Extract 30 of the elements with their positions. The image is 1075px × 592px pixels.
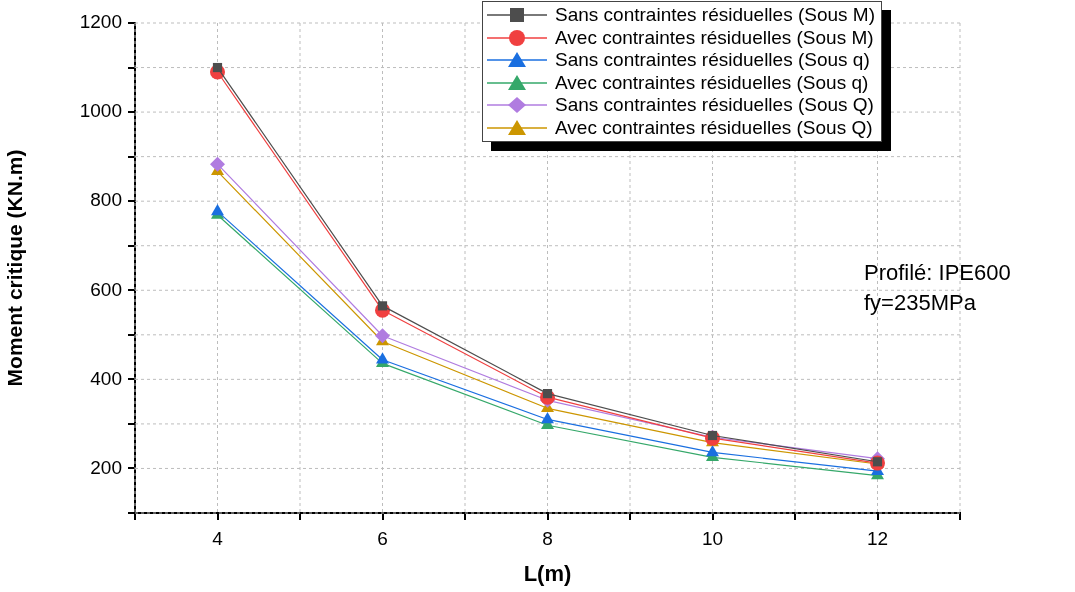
y-tick-label: 800 — [90, 189, 122, 211]
legend-label: Sans contraintes résiduelles (Sous q) — [555, 49, 870, 72]
x-tick-label: 6 — [377, 527, 388, 549]
x-tick-label: 4 — [212, 527, 224, 549]
x-tick-label: 10 — [701, 527, 724, 549]
point — [706, 444, 719, 457]
y-tick-label: 400 — [90, 367, 122, 389]
point — [211, 203, 224, 216]
y-tick-label: 600 — [90, 278, 122, 300]
y-axis-title: Moment critique (KN.m) — [3, 149, 27, 387]
point — [376, 352, 389, 364]
legend-label: Avec contraintes résiduelles (Sous q) — [555, 71, 869, 94]
x-axis-title: L(m) — [523, 560, 572, 586]
point — [210, 156, 225, 172]
point — [377, 301, 388, 311]
legend-label: Sans contraintes résiduelles (Sous Q) — [555, 94, 874, 117]
point — [375, 328, 390, 344]
x-tick-label: 12 — [866, 527, 889, 549]
point — [212, 62, 223, 73]
legend-label: Sans contraintes résiduelles (Sous M) — [555, 4, 875, 27]
annotation: Profilé: IPE600 — [864, 259, 1011, 287]
legend-label: Avec contraintes résiduelles (Sous M) — [555, 26, 874, 49]
point — [542, 389, 553, 399]
y-tick-label: 1000 — [79, 100, 122, 122]
annotation: fy=235MPa — [864, 289, 977, 317]
y-tick-label: 1200 — [79, 11, 122, 33]
point — [541, 411, 554, 424]
x-tick-label: 8 — [542, 527, 553, 549]
y-tick-label: 200 — [90, 456, 122, 478]
legend-label: Avec contraintes résiduelles (Sous Q) — [555, 116, 873, 139]
